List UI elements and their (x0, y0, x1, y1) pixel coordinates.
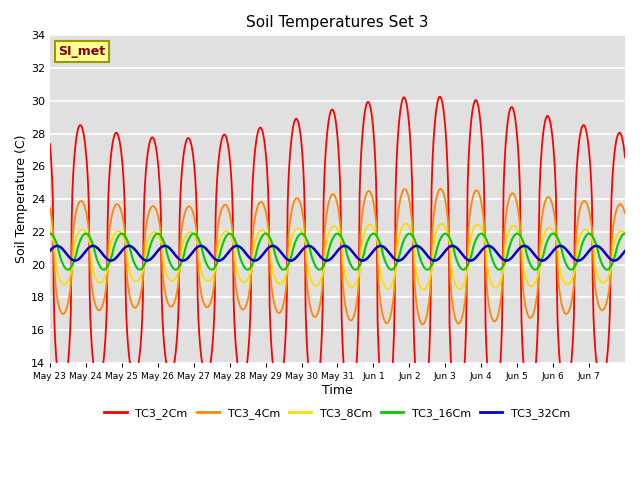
TC3_4Cm (46, 205, 54, 211)
TC3_32Cm (377, 243, 385, 249)
TC3_4Cm (419, 322, 426, 327)
TC3_8Cm (420, 287, 428, 292)
Line: TC3_8Cm: TC3_8Cm (50, 224, 625, 289)
TC3_8Cm (269, 270, 277, 276)
TC3_16Cm (621, 231, 629, 237)
TC3_32Cm (395, 258, 403, 264)
TC3_8Cm (430, 240, 438, 246)
TC3_8Cm (621, 231, 629, 237)
TC3_16Cm (46, 231, 54, 237)
TC3_4Cm (113, 201, 121, 207)
TC3_8Cm (438, 221, 445, 227)
TC3_2Cm (418, 414, 426, 420)
Line: TC3_32Cm: TC3_32Cm (50, 246, 625, 261)
TC3_32Cm (399, 256, 406, 262)
TC3_32Cm (621, 248, 629, 254)
Line: TC3_16Cm: TC3_16Cm (50, 234, 625, 270)
TC3_16Cm (115, 234, 122, 240)
TC3_2Cm (113, 131, 121, 136)
TC3_32Cm (46, 248, 54, 254)
TC3_2Cm (46, 141, 54, 147)
TC3_4Cm (436, 186, 444, 192)
TC3_2Cm (220, 132, 227, 138)
TC3_4Cm (269, 296, 277, 301)
TC3_8Cm (248, 265, 255, 271)
TC3_32Cm (431, 258, 438, 264)
TC3_4Cm (430, 212, 438, 218)
TC3_4Cm (248, 266, 255, 272)
TC3_16Cm (248, 262, 256, 267)
TC3_8Cm (46, 228, 54, 234)
TC3_16Cm (397, 244, 405, 250)
Y-axis label: Soil Temperature (C): Soil Temperature (C) (15, 135, 28, 264)
TC3_2Cm (248, 209, 255, 215)
Text: SI_met: SI_met (58, 45, 106, 58)
TC3_8Cm (397, 228, 404, 234)
TC3_2Cm (397, 104, 404, 110)
Line: TC3_2Cm: TC3_2Cm (50, 96, 625, 417)
Line: TC3_4Cm: TC3_4Cm (50, 189, 625, 324)
TC3_32Cm (248, 257, 255, 263)
TC3_4Cm (621, 211, 629, 216)
Title: Soil Temperatures Set 3: Soil Temperatures Set 3 (246, 15, 429, 30)
TC3_2Cm (621, 154, 629, 160)
TC3_16Cm (64, 267, 72, 273)
TC3_32Cm (113, 253, 121, 259)
TC3_4Cm (397, 194, 404, 200)
TC3_32Cm (220, 256, 227, 262)
TC3_16Cm (270, 247, 278, 252)
TC3_2Cm (269, 366, 277, 372)
TC3_4Cm (220, 204, 227, 209)
Legend: TC3_2Cm, TC3_4Cm, TC3_8Cm, TC3_16Cm, TC3_32Cm: TC3_2Cm, TC3_4Cm, TC3_8Cm, TC3_16Cm, TC3… (100, 403, 575, 423)
TC3_8Cm (113, 228, 121, 234)
TC3_8Cm (220, 230, 227, 236)
TC3_32Cm (269, 243, 277, 249)
X-axis label: Time: Time (322, 384, 353, 397)
TC3_2Cm (436, 94, 444, 99)
TC3_16Cm (220, 238, 228, 244)
TC3_16Cm (430, 258, 438, 264)
TC3_2Cm (430, 134, 438, 140)
